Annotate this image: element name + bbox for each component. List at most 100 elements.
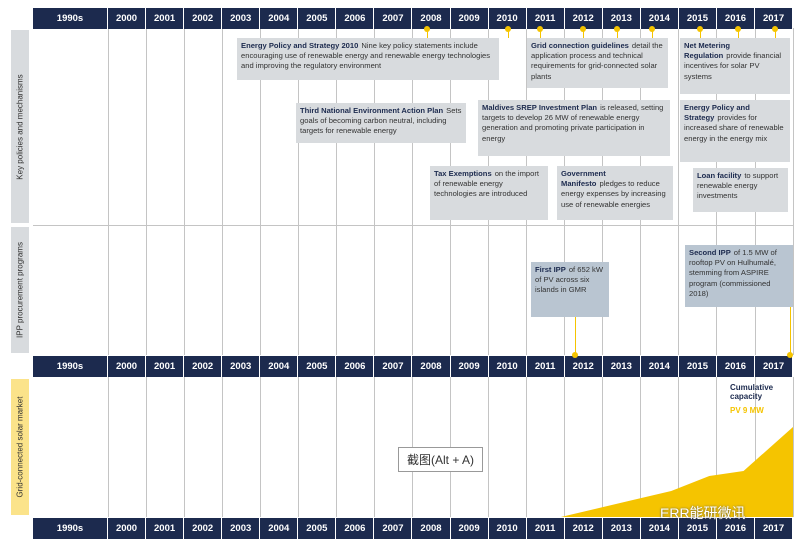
box-text: pledges to reduce energy expenses by inc…: [561, 179, 666, 209]
year-label: 2008: [412, 8, 451, 29]
year-label: 2014: [641, 518, 679, 539]
year-label: 2002: [184, 356, 223, 377]
column-line: [411, 28, 413, 355]
year-label: 2009: [451, 8, 489, 29]
marker-dot: [505, 26, 511, 32]
box-heading: First IPP: [535, 265, 566, 274]
year-label: 2003: [222, 356, 261, 377]
year-label: 1990s: [33, 518, 108, 539]
watermark-box: 截图(Alt + A): [398, 447, 484, 472]
year-label: 2017: [755, 518, 794, 539]
year-label: 2003: [222, 518, 261, 539]
column-line: [221, 377, 223, 517]
box-heading: Energy Policy and Strategy: [684, 103, 750, 123]
year-label: 2012: [565, 8, 603, 29]
year-label: 2008: [412, 518, 451, 539]
marker-dot: [735, 26, 741, 32]
column-line: [259, 377, 261, 517]
column-line: [640, 377, 642, 517]
column-line: [183, 28, 185, 355]
year-label: 2016: [717, 8, 755, 29]
connector: [738, 29, 739, 38]
text-box: Maldives SREP Investment Plan is released…: [478, 100, 670, 156]
year-label: 2010: [489, 356, 527, 377]
year-label: 2013: [603, 8, 641, 29]
connector: [652, 29, 653, 38]
section-label-bg: Grid-connected solar market: [11, 379, 29, 515]
year-header: 1990s 2000 2001 2002 2003 2004 2005 2006 2007 200…: [33, 356, 794, 377]
column-line: [526, 377, 528, 517]
year-label: 2007: [374, 356, 413, 377]
year-label: 2015: [679, 8, 717, 29]
year-label: 2007: [374, 518, 413, 539]
column-line: [792, 28, 794, 355]
connector: [427, 29, 428, 38]
box-text: detail the application process and techn…: [531, 41, 663, 81]
connector: [540, 29, 541, 38]
year-label: 2012: [565, 356, 603, 377]
text-box: Loan facility to support renewable energy…: [693, 168, 788, 212]
year-label: 2002: [184, 8, 223, 29]
text-box: Energy Policy and Strategy 2010 Nine key …: [237, 38, 499, 80]
section-label-bg: IPP procurement programs: [11, 227, 29, 353]
year-label: 2002: [184, 518, 223, 539]
year-label: 2006: [336, 8, 375, 29]
year-label: 2011: [527, 518, 565, 539]
text-box: Third National Environment Action Plan Se…: [296, 103, 466, 143]
box-heading: Grid connection guidelines: [531, 41, 629, 50]
box-heading: Third National Environment Action Plan: [300, 106, 444, 115]
column-line: [602, 377, 604, 517]
year-header: 1990s 2000 2001 2002 2003 2004 2005 2006 2007 200…: [33, 518, 794, 539]
year-label: 2005: [298, 8, 337, 29]
year-label: 2006: [336, 518, 375, 539]
year-label: 2004: [260, 8, 299, 29]
text-box: Tax Exemptions on the import of renewable…: [430, 166, 548, 220]
year-label: 1990s: [33, 8, 108, 29]
year-label: 2010: [489, 518, 527, 539]
year-header: 1990s 2000 2001 2002 2003 2004 2005 2006 2007 200…: [33, 8, 794, 29]
connector: [790, 307, 791, 355]
column-line: [221, 28, 223, 355]
column-line: [145, 28, 147, 355]
year-label: 2009: [451, 518, 489, 539]
box-text: Nine key policy statements include encou…: [241, 41, 491, 71]
text-box: Net Metering Regulation provide financial…: [680, 38, 790, 94]
box-text: provides for increased share of renewabl…: [684, 113, 784, 143]
box-text: on the import of renewable energy techno…: [434, 169, 540, 199]
connector: [617, 29, 618, 38]
marker-dot: [614, 26, 620, 32]
column-line: [564, 377, 566, 517]
column-line: [678, 377, 680, 517]
year-label: 2016: [717, 518, 755, 539]
year-label: 2001: [146, 8, 185, 29]
year-label: 2013: [603, 518, 641, 539]
box-text: to support renewable energy investments: [697, 171, 779, 201]
box-heading: Second IPP: [689, 248, 731, 257]
box-heading: Energy Policy and Strategy 2010: [241, 41, 359, 50]
marker-dot: [697, 26, 703, 32]
text-box: Grid connection guidelines detail the app…: [527, 38, 668, 88]
year-label: 2013: [603, 356, 641, 377]
year-label: 2000: [108, 518, 147, 539]
column-line: [335, 377, 337, 517]
section-label-bg: Key policies and mechanisms: [11, 30, 29, 223]
connector: [508, 29, 509, 38]
year-label: 2017: [755, 356, 794, 377]
capacity-value-label: PV 9 MW: [730, 406, 764, 415]
marker-dot: [772, 26, 778, 32]
column-line: [373, 28, 375, 355]
marker-dot: [649, 26, 655, 32]
connector: [700, 29, 701, 38]
marker-dot: [787, 352, 793, 358]
column-line: [259, 28, 261, 355]
column-line: [145, 377, 147, 517]
capacity-area: [560, 427, 793, 517]
year-label: 2005: [298, 356, 337, 377]
box-heading: Maldives SREP Investment Plan: [482, 103, 598, 112]
box-heading: Loan facility: [697, 171, 742, 180]
box-text: of 1.5 MW of rooftop PV on Hulhumalé, st…: [689, 248, 777, 298]
watermark: ERR能研微讯: [660, 505, 746, 521]
section-divider: [33, 225, 793, 226]
year-label: 2011: [527, 356, 565, 377]
